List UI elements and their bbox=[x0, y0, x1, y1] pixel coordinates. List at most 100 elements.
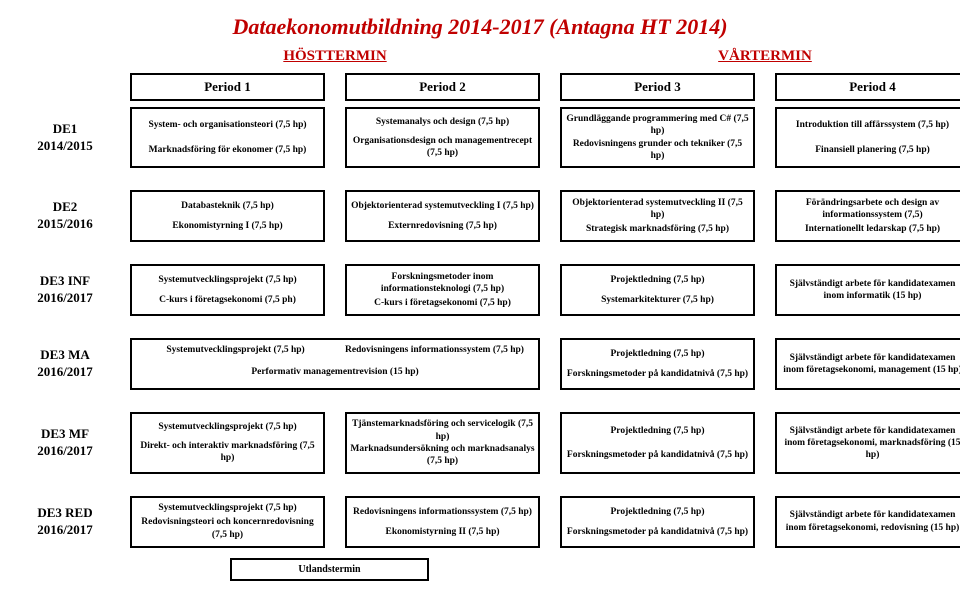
ma-p3b: Forskningsmetoder på kandidatnivå (7,5 h… bbox=[565, 368, 750, 380]
mf-p1: Systemutvecklingsprojekt (7,5 hp) Direkt… bbox=[130, 412, 325, 473]
mf-p1b: Direkt- och interaktiv marknadsföring (7… bbox=[135, 440, 320, 465]
period-4: Period 4 bbox=[775, 73, 960, 101]
inf-p4v: Självständigt arbete för kandidatexamen … bbox=[780, 278, 960, 303]
row-de1-code: DE1 bbox=[20, 121, 110, 138]
row-label-ma: DE3 MA 2016/2017 bbox=[20, 338, 110, 390]
mf-p3a: Projektledning (7,5 hp) bbox=[565, 425, 750, 437]
ma-p1p2: Systemutvecklingsprojekt (7,5 hp) Redovi… bbox=[130, 338, 540, 390]
row-red-year: 2016/2017 bbox=[20, 522, 110, 539]
de1-p3b: Redovisningens grunder och tekniker (7,5… bbox=[565, 138, 750, 163]
de1-p2b: Organisationsdesign och managementrecept… bbox=[350, 135, 535, 160]
blank-period-left bbox=[20, 73, 110, 101]
inf-p1: Systemutvecklingsprojekt (7,5 hp) C-kurs… bbox=[130, 264, 325, 316]
ma-p3a: Projektledning (7,5 hp) bbox=[565, 348, 750, 360]
row-de2-year: 2015/2016 bbox=[20, 216, 110, 233]
de2-p3b: Strategisk marknadsföring (7,5 hp) bbox=[565, 223, 750, 235]
spacer-2 bbox=[20, 248, 960, 258]
inf-p2a: Forskningsmetoder inom informationstekno… bbox=[350, 271, 535, 296]
mf-p3: Projektledning (7,5 hp) Forskningsmetode… bbox=[560, 412, 755, 473]
inf-p4: Självständigt arbete för kandidatexamen … bbox=[775, 264, 960, 316]
red-p1b: Redovisningsteori och koncernredovisning… bbox=[135, 516, 320, 541]
inf-p1b: C-kurs i företagsekonomi (7,5 ph) bbox=[135, 294, 320, 306]
de1-p1a: System- och organisationsteori (7,5 hp) bbox=[135, 119, 320, 131]
row-inf-year: 2016/2017 bbox=[20, 290, 110, 307]
row-ma-year: 2016/2017 bbox=[20, 364, 110, 381]
ma-p12b: Performativ managementrevision (15 hp) bbox=[138, 366, 532, 384]
de2-p4b: Internationellt ledarskap (7,5 hp) bbox=[780, 223, 960, 235]
red-p3a: Projektledning (7,5 hp) bbox=[565, 506, 750, 518]
red-p2: Redovisningens informationssystem (7,5 h… bbox=[345, 496, 540, 548]
red-p1: Systemutvecklingsprojekt (7,5 hp) Redovi… bbox=[130, 496, 325, 548]
inf-p2: Forskningsmetoder inom informationstekno… bbox=[345, 264, 540, 316]
red-p2a: Redovisningens informationssystem (7,5 h… bbox=[350, 506, 535, 518]
row-label-red: DE3 RED 2016/2017 bbox=[20, 496, 110, 548]
de2-p1: Databasteknik (7,5 hp) Ekonomistyrning I… bbox=[130, 190, 325, 242]
row-label-de2: DE2 2015/2016 bbox=[20, 190, 110, 242]
row-mf-year: 2016/2017 bbox=[20, 443, 110, 460]
page-title: Dataekonomutbildning 2014-2017 (Antagna … bbox=[20, 14, 940, 40]
red-p3b: Forskningsmetoder på kandidatnivå (7,5 h… bbox=[565, 526, 750, 538]
de1-p1: System- och organisationsteori (7,5 hp) … bbox=[130, 107, 325, 168]
term-autumn: HÖSTTERMIN bbox=[130, 48, 540, 67]
de2-p2: Objektorienterad systemutveckling I (7,5… bbox=[345, 190, 540, 242]
de1-p2a: Systemanalys och design (7,5 hp) bbox=[350, 116, 535, 128]
de2-p2a: Objektorienterad systemutveckling I (7,5… bbox=[350, 200, 535, 212]
de1-p1b: Marknadsföring för ekonomer (7,5 hp) bbox=[135, 144, 320, 156]
schedule-grid: HÖSTTERMIN VÅRTERMIN Period 1 Period 2 P… bbox=[20, 48, 940, 548]
mf-p4: Självständigt arbete för kandidatexamen … bbox=[775, 412, 960, 473]
row-de2-code: DE2 bbox=[20, 199, 110, 216]
ma-p3: Projektledning (7,5 hp) Forskningsmetode… bbox=[560, 338, 755, 390]
inf-p1a: Systemutvecklingsprojekt (7,5 hp) bbox=[135, 274, 320, 286]
period-3: Period 3 bbox=[560, 73, 755, 101]
de1-p4a: Introduktion till affärssystem (7,5 hp) bbox=[780, 119, 960, 131]
row-mf-code: DE3 MF bbox=[20, 426, 110, 443]
de2-p1b: Ekonomistyrning I (7,5 hp) bbox=[135, 220, 320, 232]
ma-p4v: Självständigt arbete för kandidatexamen … bbox=[780, 352, 960, 377]
inf-p3: Projektledning (7,5 hp) Systemarkitektur… bbox=[560, 264, 755, 316]
row-label-de1: DE1 2014/2015 bbox=[20, 107, 110, 168]
red-p2b: Ekonomistyrning II (7,5 hp) bbox=[350, 526, 535, 538]
red-p1a: Systemutvecklingsprojekt (7,5 hp) bbox=[135, 502, 320, 514]
ma-p2a: Redovisningens informationssystem (7,5 h… bbox=[337, 344, 532, 362]
mf-p4v: Självständigt arbete för kandidatexamen … bbox=[780, 425, 960, 462]
inf-p2b: C-kurs i företagsekonomi (7,5 hp) bbox=[350, 297, 535, 309]
de1-p4: Introduktion till affärssystem (7,5 hp) … bbox=[775, 107, 960, 168]
de2-p1a: Databasteknik (7,5 hp) bbox=[135, 200, 320, 212]
semester-row: Utlandstermin bbox=[20, 558, 940, 581]
de1-p3a: Grundläggande programmering med C# (7,5 … bbox=[565, 113, 750, 138]
inf-p3b: Systemarkitekturer (7,5 hp) bbox=[565, 294, 750, 306]
row-inf-code: DE3 INF bbox=[20, 273, 110, 290]
ma-p4: Självständigt arbete för kandidatexamen … bbox=[775, 338, 960, 390]
red-p3: Projektledning (7,5 hp) Forskningsmetode… bbox=[560, 496, 755, 548]
row-de1-year: 2014/2015 bbox=[20, 138, 110, 155]
blank-corner bbox=[20, 48, 110, 67]
red-p4: Självständigt arbete för kandidatexamen … bbox=[775, 496, 960, 548]
mf-p2b: Marknadsundersökning och marknadsanalys … bbox=[350, 443, 535, 468]
de2-p2b: Externredovisning (7,5 hp) bbox=[350, 220, 535, 232]
semester-cell: Utlandstermin bbox=[230, 558, 429, 581]
spacer-1 bbox=[20, 174, 960, 184]
mf-p1a: Systemutvecklingsprojekt (7,5 hp) bbox=[135, 421, 320, 433]
spacer-5 bbox=[20, 480, 960, 490]
mf-p3b: Forskningsmetoder på kandidatnivå (7,5 h… bbox=[565, 449, 750, 461]
spacer-3 bbox=[20, 322, 960, 332]
inf-p3a: Projektledning (7,5 hp) bbox=[565, 274, 750, 286]
ma-p1a: Systemutvecklingsprojekt (7,5 hp) bbox=[138, 344, 333, 362]
de2-p3a: Objektorienterad systemutveckling II (7,… bbox=[565, 197, 750, 222]
period-1: Period 1 bbox=[130, 73, 325, 101]
de1-p4b: Finansiell planering (7,5 hp) bbox=[780, 144, 960, 156]
de2-p4a: Förändringsarbete och design av informat… bbox=[780, 197, 960, 222]
de2-p4: Förändringsarbete och design av informat… bbox=[775, 190, 960, 242]
period-2: Period 2 bbox=[345, 73, 540, 101]
mf-p2a: Tjänstemarknadsföring och servicelogik (… bbox=[350, 418, 535, 443]
row-label-mf: DE3 MF 2016/2017 bbox=[20, 412, 110, 473]
de1-p2: Systemanalys och design (7,5 hp) Organis… bbox=[345, 107, 540, 168]
de1-p3: Grundläggande programmering med C# (7,5 … bbox=[560, 107, 755, 168]
row-ma-code: DE3 MA bbox=[20, 347, 110, 364]
semester-blank bbox=[20, 558, 110, 581]
mf-p2: Tjänstemarknadsföring och servicelogik (… bbox=[345, 412, 540, 473]
row-label-inf: DE3 INF 2016/2017 bbox=[20, 264, 110, 316]
spacer-4 bbox=[20, 396, 960, 406]
red-p4v: Självständigt arbete för kandidatexamen … bbox=[780, 509, 960, 534]
de2-p3: Objektorienterad systemutveckling II (7,… bbox=[560, 190, 755, 242]
